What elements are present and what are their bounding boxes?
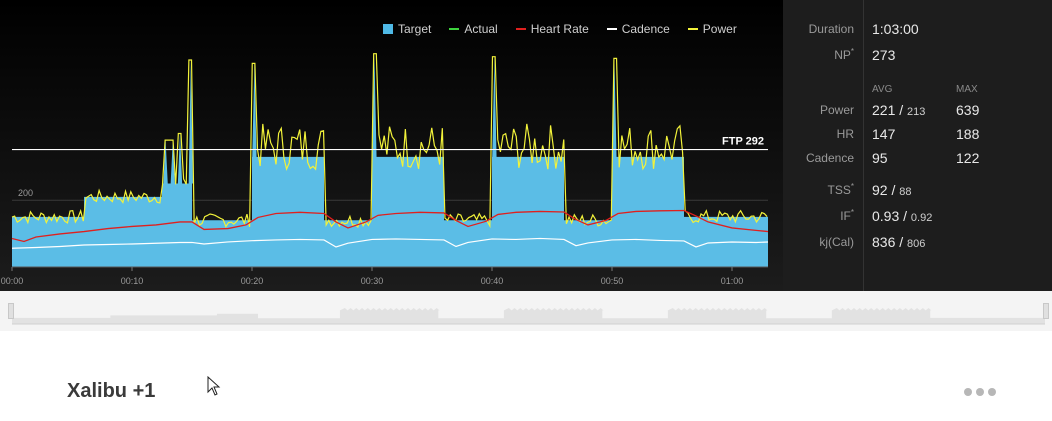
power-avg: 221 / 213	[872, 102, 925, 118]
avg-header: AVG	[872, 84, 893, 95]
tss-label-mark: *	[850, 182, 854, 191]
tss-label: TSS*	[828, 182, 854, 197]
np-label-mark: *	[850, 47, 854, 56]
legend-heart-rate-label: Heart Rate	[530, 22, 589, 36]
stats-panel: Duration 1:03:00 NP* 273 AVG MAX Power 2…	[783, 0, 1052, 291]
chart-canvas: FTP 292 200 00:00 00:10 00:20 00:30 00:40 00:50…	[1, 53, 769, 286]
kj-value: 836 / 806	[872, 234, 925, 250]
tss-label-text: TSS	[827, 183, 851, 197]
legend-target-label: Target	[398, 22, 432, 36]
kj-label: kj(Cal)	[819, 235, 854, 249]
if-main: 0.93 /	[872, 208, 908, 224]
scrubber-right-handle[interactable]	[1043, 303, 1049, 319]
legend-actual-swatch	[449, 28, 460, 30]
if-label-text: IF	[840, 209, 851, 223]
legend-cadence[interactable]: Cadence	[606, 22, 670, 36]
duration-value: 1:03:00	[872, 21, 919, 37]
power-avg-normalized: 213	[907, 106, 926, 118]
timeline-overview	[12, 307, 1045, 325]
if-label: IF*	[840, 208, 854, 223]
legend-target[interactable]: Target	[383, 22, 431, 36]
max-header: MAX	[956, 84, 978, 95]
tss-small: 88	[899, 186, 912, 198]
legend-actual-label: Actual	[464, 22, 498, 36]
legend-heart-rate-swatch	[515, 28, 526, 30]
legend-heart-rate[interactable]: Heart Rate	[515, 22, 589, 36]
kj-main: 836 /	[872, 234, 904, 250]
x-tick-label: 00:00	[1, 276, 24, 286]
y-tick-label: 200	[18, 188, 33, 198]
x-tick-label: 00:10	[121, 276, 144, 286]
hr-label: HR	[836, 127, 854, 141]
legend-target-swatch	[383, 24, 393, 34]
np-label-text: NP	[834, 48, 851, 62]
legend-power-label: Power	[702, 22, 737, 36]
legend-power-swatch	[687, 28, 698, 30]
if-value: 0.93 / 0.92	[872, 208, 932, 224]
legend-cadence-label: Cadence	[621, 22, 670, 36]
power-max: 639	[956, 102, 980, 118]
heart-rate-line	[11, 209, 769, 243]
hr-max: 188	[956, 126, 980, 142]
x-tick-label: 00:40	[481, 276, 504, 286]
kj-small: 806	[907, 238, 926, 250]
power-label: Power	[819, 103, 854, 117]
legend-power[interactable]: Power	[687, 22, 737, 36]
target-area	[12, 53, 768, 267]
x-tick-label: 01:00	[721, 276, 744, 286]
mouse-cursor-icon	[207, 376, 221, 396]
cadence-line	[11, 237, 769, 249]
scrubber-left-handle[interactable]	[8, 303, 14, 319]
hr-avg: 147	[872, 126, 896, 142]
if-label-mark: *	[850, 208, 854, 217]
legend-cadence-swatch	[606, 28, 617, 30]
x-tick-label: 00:20	[241, 276, 264, 286]
more-dot	[988, 388, 996, 396]
ftp-label: FTP 292	[722, 135, 764, 147]
more-dot	[976, 388, 984, 396]
cadence-label: Cadence	[805, 151, 854, 165]
chart-legend: Target Actual Heart Rate Cadence Power	[383, 22, 737, 36]
stats-divider	[863, 0, 864, 291]
duration-label: Duration	[808, 22, 854, 36]
x-tick-label: 00:30	[361, 276, 384, 286]
power-line	[11, 53, 768, 229]
workout-chart[interactable]: FTP 292 200 00:00 00:10 00:20 00:30 00:40 00:50…	[0, 0, 783, 291]
cadence-max: 122	[956, 150, 980, 166]
np-label: NP*	[834, 47, 854, 62]
if-small: 0.92	[910, 212, 933, 224]
cadence-avg: 95	[872, 150, 888, 166]
tss-value: 92 / 88	[872, 182, 912, 198]
workout-title: Xalibu +1	[67, 380, 156, 402]
tss-main: 92 /	[872, 182, 896, 198]
more-dot	[964, 388, 972, 396]
x-tick-label: 00:50	[601, 276, 624, 286]
timeline-scrubber[interactable]	[0, 291, 1052, 331]
np-value: 273	[872, 47, 896, 63]
overview-target-area	[12, 307, 1045, 324]
more-options-button[interactable]	[964, 382, 1000, 402]
power-avg-value: 221 /	[872, 102, 904, 118]
legend-actual[interactable]: Actual	[449, 22, 498, 36]
